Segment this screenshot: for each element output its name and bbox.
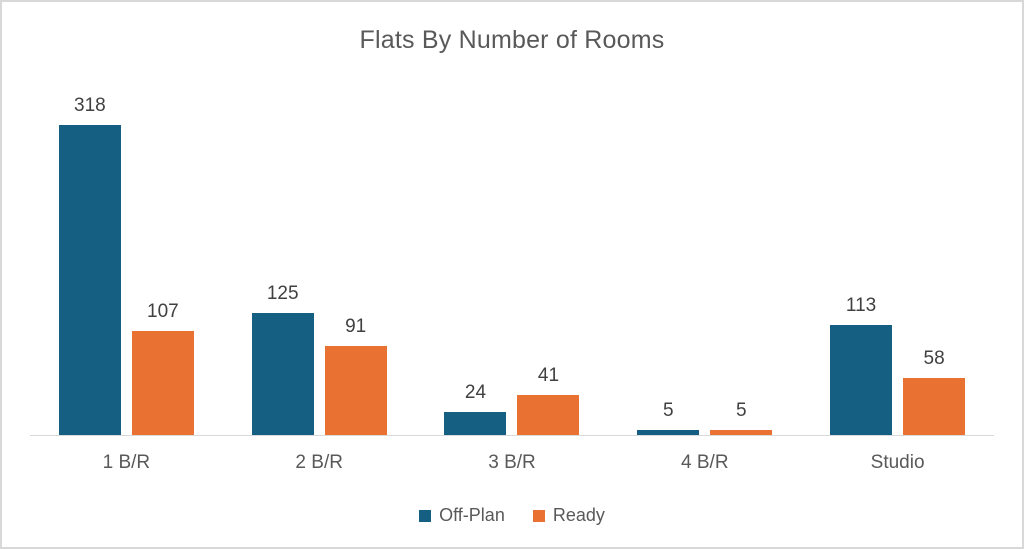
bar-off-plan-1-b-r (58, 125, 121, 435)
bar-group-1-b-r: 318 107 (30, 96, 223, 435)
bar-ready-studio (903, 378, 966, 435)
legend-item-off-plan: Off-Plan (419, 505, 505, 526)
data-label-off-plan-4-b-r: 5 (662, 400, 674, 421)
data-label-off-plan-studio: 113 (845, 295, 877, 316)
bar-cell-ready-4-b-r: 5 (710, 400, 773, 435)
bar-cell-ready-1-b-r: 107 (131, 301, 194, 435)
bar-cell-ready-3-b-r: 41 (517, 365, 580, 435)
data-label-off-plan-2-b-r: 125 (266, 283, 299, 304)
bar-cell-off-plan-1-b-r: 318 (58, 95, 121, 435)
data-label-ready-1-b-r: 107 (147, 301, 179, 322)
data-label-ready-3-b-r: 41 (537, 365, 560, 386)
data-label-off-plan-3-b-r: 24 (464, 382, 487, 403)
bar-cell-off-plan-2-b-r: 125 (251, 283, 314, 435)
data-label-off-plan-1-b-r: 318 (74, 95, 106, 116)
legend: Off-Plan Ready (2, 505, 1022, 526)
legend-swatch-icon-ready (532, 509, 545, 522)
legend-label-off-plan: Off-Plan (439, 505, 505, 525)
bars-row: 318 107 125 91 24 41 5 5 113 58 (30, 79, 994, 435)
legend-item-ready: Ready (532, 505, 605, 526)
bar-group-3-b-r: 24 41 (416, 366, 609, 435)
data-label-ready-2-b-r: 91 (345, 316, 367, 337)
bar-off-plan-3-b-r (444, 412, 507, 435)
bar-off-plan-4-b-r (637, 430, 700, 435)
chart-title: Flats By Number of Rooms (359, 26, 665, 54)
bar-group-2-b-r: 125 91 (223, 284, 416, 435)
legend-label-ready: Ready (552, 505, 605, 525)
bar-ready-4-b-r (710, 430, 773, 435)
bar-cell-ready-2-b-r: 91 (324, 316, 387, 435)
bar-cell-off-plan-3-b-r: 24 (444, 382, 507, 435)
bar-cell-ready-studio: 58 (903, 348, 966, 435)
bar-off-plan-studio (830, 325, 893, 435)
data-label-ready-4-b-r: 5 (735, 400, 747, 421)
bar-cell-off-plan-4-b-r: 5 (637, 400, 700, 435)
bar-off-plan-2-b-r (251, 313, 314, 435)
bar-ready-1-b-r (131, 331, 194, 435)
category-label-3-b-r: 3 B/R (488, 452, 536, 473)
x-axis-category-labels: 1 B/R 2 B/R 3 B/R 4 B/R Studio (30, 452, 994, 474)
category-label-1-b-r: 1 B/R (102, 452, 151, 473)
bar-cell-off-plan-studio: 113 (830, 295, 893, 435)
category-label-2-b-r: 2 B/R (295, 452, 343, 473)
bar-ready-3-b-r (517, 395, 580, 435)
data-label-ready-studio: 58 (923, 348, 945, 369)
category-label-4-b-r: 4 B/R (681, 452, 729, 473)
bar-group-studio: 113 58 (801, 296, 994, 435)
plot-area: 318 107 125 91 24 41 5 5 113 58 (30, 79, 994, 436)
bar-ready-2-b-r (324, 346, 387, 435)
legend-swatch-icon-off-plan (419, 509, 432, 522)
category-label-studio: Studio (870, 452, 925, 473)
